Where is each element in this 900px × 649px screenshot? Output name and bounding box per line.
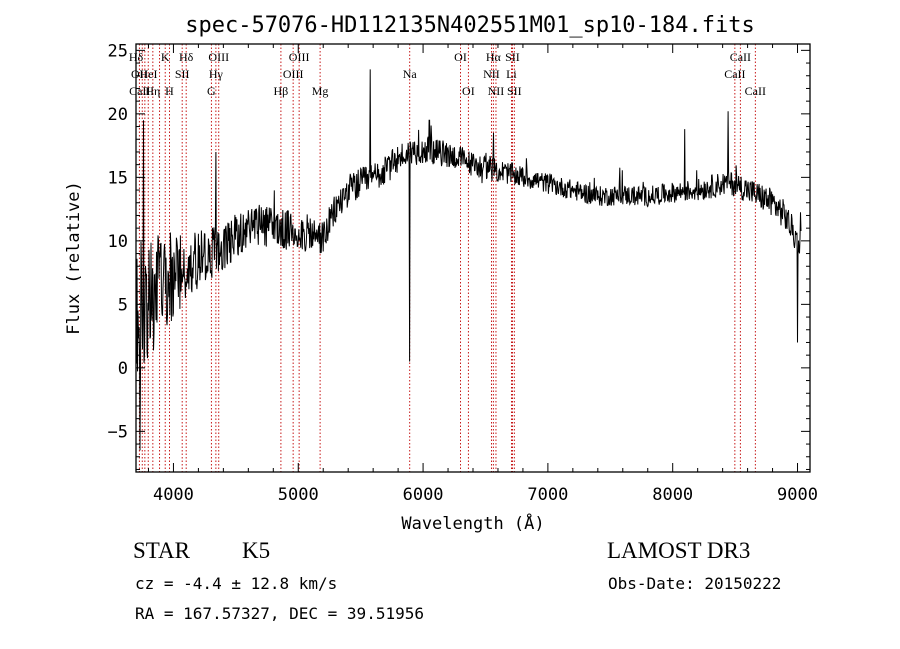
line-label: HeI <box>139 67 157 81</box>
line-label: CaII <box>730 50 751 64</box>
line-label: OI <box>454 50 467 64</box>
x-tick-label: 9000 <box>777 485 818 505</box>
line-label: CaII <box>129 84 150 98</box>
x-tick-label: 5000 <box>278 485 319 505</box>
y-tick-label: 5 <box>118 295 128 315</box>
y-axis-label: Flux (relative) <box>64 181 84 335</box>
line-label: Hη <box>145 84 160 98</box>
line-label: Hδ <box>179 50 194 64</box>
y-tick-label: 25 <box>108 41 128 61</box>
line-label: OII <box>131 67 148 81</box>
plot-frame <box>135 43 811 473</box>
line-label: Na <box>403 67 418 81</box>
y-tick-label: 15 <box>108 168 128 188</box>
line-label: G <box>207 84 216 98</box>
line-label: Hγ <box>209 67 224 81</box>
line-label: OIII <box>283 67 304 81</box>
line-label: Hβ <box>274 84 289 98</box>
observation-date: Obs-Date: 20150222 <box>608 574 782 593</box>
line-label: OIII <box>208 50 229 64</box>
line-label: NII <box>483 67 500 81</box>
line-label: Li <box>506 67 517 81</box>
flux-series <box>135 69 802 451</box>
line-label: NII <box>488 84 505 98</box>
y-tick-label: 20 <box>108 105 128 125</box>
y-tick-label: −5 <box>108 422 128 442</box>
x-tick-label: 8000 <box>652 485 693 505</box>
line-label: SII <box>505 50 520 64</box>
coordinates: RA = 167.57327, DEC = 39.51956 <box>135 604 424 623</box>
x-axis-label: Wavelength (Å) <box>401 512 544 534</box>
object-subclass: K5 <box>242 538 271 563</box>
line-label: Mg <box>312 84 329 98</box>
flux-line <box>135 69 802 451</box>
line-label: H <box>165 84 174 98</box>
line-label: Hα <box>486 50 502 64</box>
emission-line-markers <box>138 44 756 472</box>
line-label: SII <box>507 84 522 98</box>
line-label: SII <box>175 67 190 81</box>
redshift-cz: cz = -4.4 ± 12.8 km/s <box>135 574 338 593</box>
object-class: STAR <box>133 538 190 563</box>
x-tick-label: 7000 <box>527 485 568 505</box>
y-tick-label: 10 <box>108 232 128 252</box>
x-tick-label: 6000 <box>403 485 444 505</box>
y-tick-label: 0 <box>118 359 128 379</box>
line-label: OI <box>462 84 475 98</box>
line-label: CaII <box>745 84 766 98</box>
line-label: K <box>161 50 170 64</box>
survey-name: LAMOST DR3 <box>607 538 751 563</box>
x-tick-label: 4000 <box>153 485 194 505</box>
line-label: CaII <box>724 67 745 81</box>
axis-ticks: 4000 5000 6000 7000 8000 9000 −5 0 5 10 15 20 25 <box>108 41 818 505</box>
chart-title: spec-57076-HD112135N402551M01_sp10-184.f… <box>185 13 755 38</box>
line-label: OIII <box>289 50 310 64</box>
